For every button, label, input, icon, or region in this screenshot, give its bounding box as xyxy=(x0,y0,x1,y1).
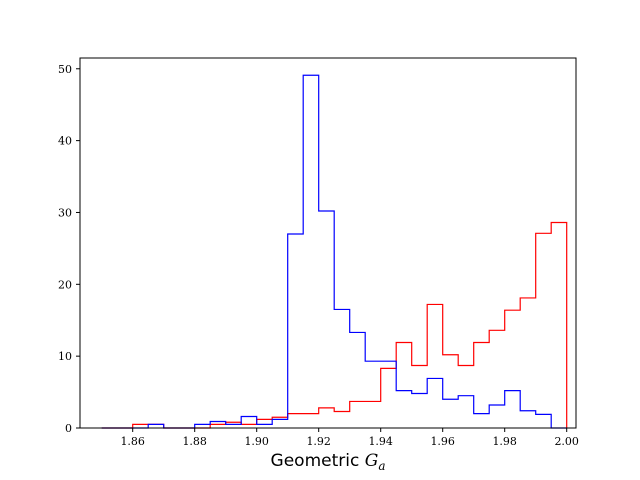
x-axis-label-text: Geometric xyxy=(271,451,365,471)
y-tick-label: 40 xyxy=(58,135,72,148)
y-tick-label: 0 xyxy=(65,422,72,435)
x-axis-label: Geometric Ga xyxy=(271,451,386,473)
ticks-layer: 1.86 1.88 1.90 1.92 1.94 1.96 1.98 2.00 0 10 20 30 4… xyxy=(58,63,579,448)
x-tick-label: 1.92 xyxy=(306,435,331,448)
x-tick-label: 1.90 xyxy=(244,435,269,448)
x-tick-label: 1.86 xyxy=(120,435,145,448)
plot-frame xyxy=(79,57,577,429)
histogram-series-2 xyxy=(101,74,567,429)
x-tick-label: 1.88 xyxy=(182,435,207,448)
x-tick-label: 1.96 xyxy=(430,435,455,448)
series-layer xyxy=(101,74,568,429)
x-tick-label: 1.94 xyxy=(368,435,393,448)
x-tick-label: 2.00 xyxy=(554,435,579,448)
y-tick-label: 30 xyxy=(58,206,72,219)
x-axis-label-subscript: a xyxy=(378,459,385,473)
y-tick-label: 10 xyxy=(58,350,72,363)
y-tick-label: 20 xyxy=(58,278,72,291)
x-tick-label: 1.98 xyxy=(492,435,517,448)
y-tick-label: 50 xyxy=(58,63,72,76)
x-axis-label-symbol: G xyxy=(365,451,379,471)
